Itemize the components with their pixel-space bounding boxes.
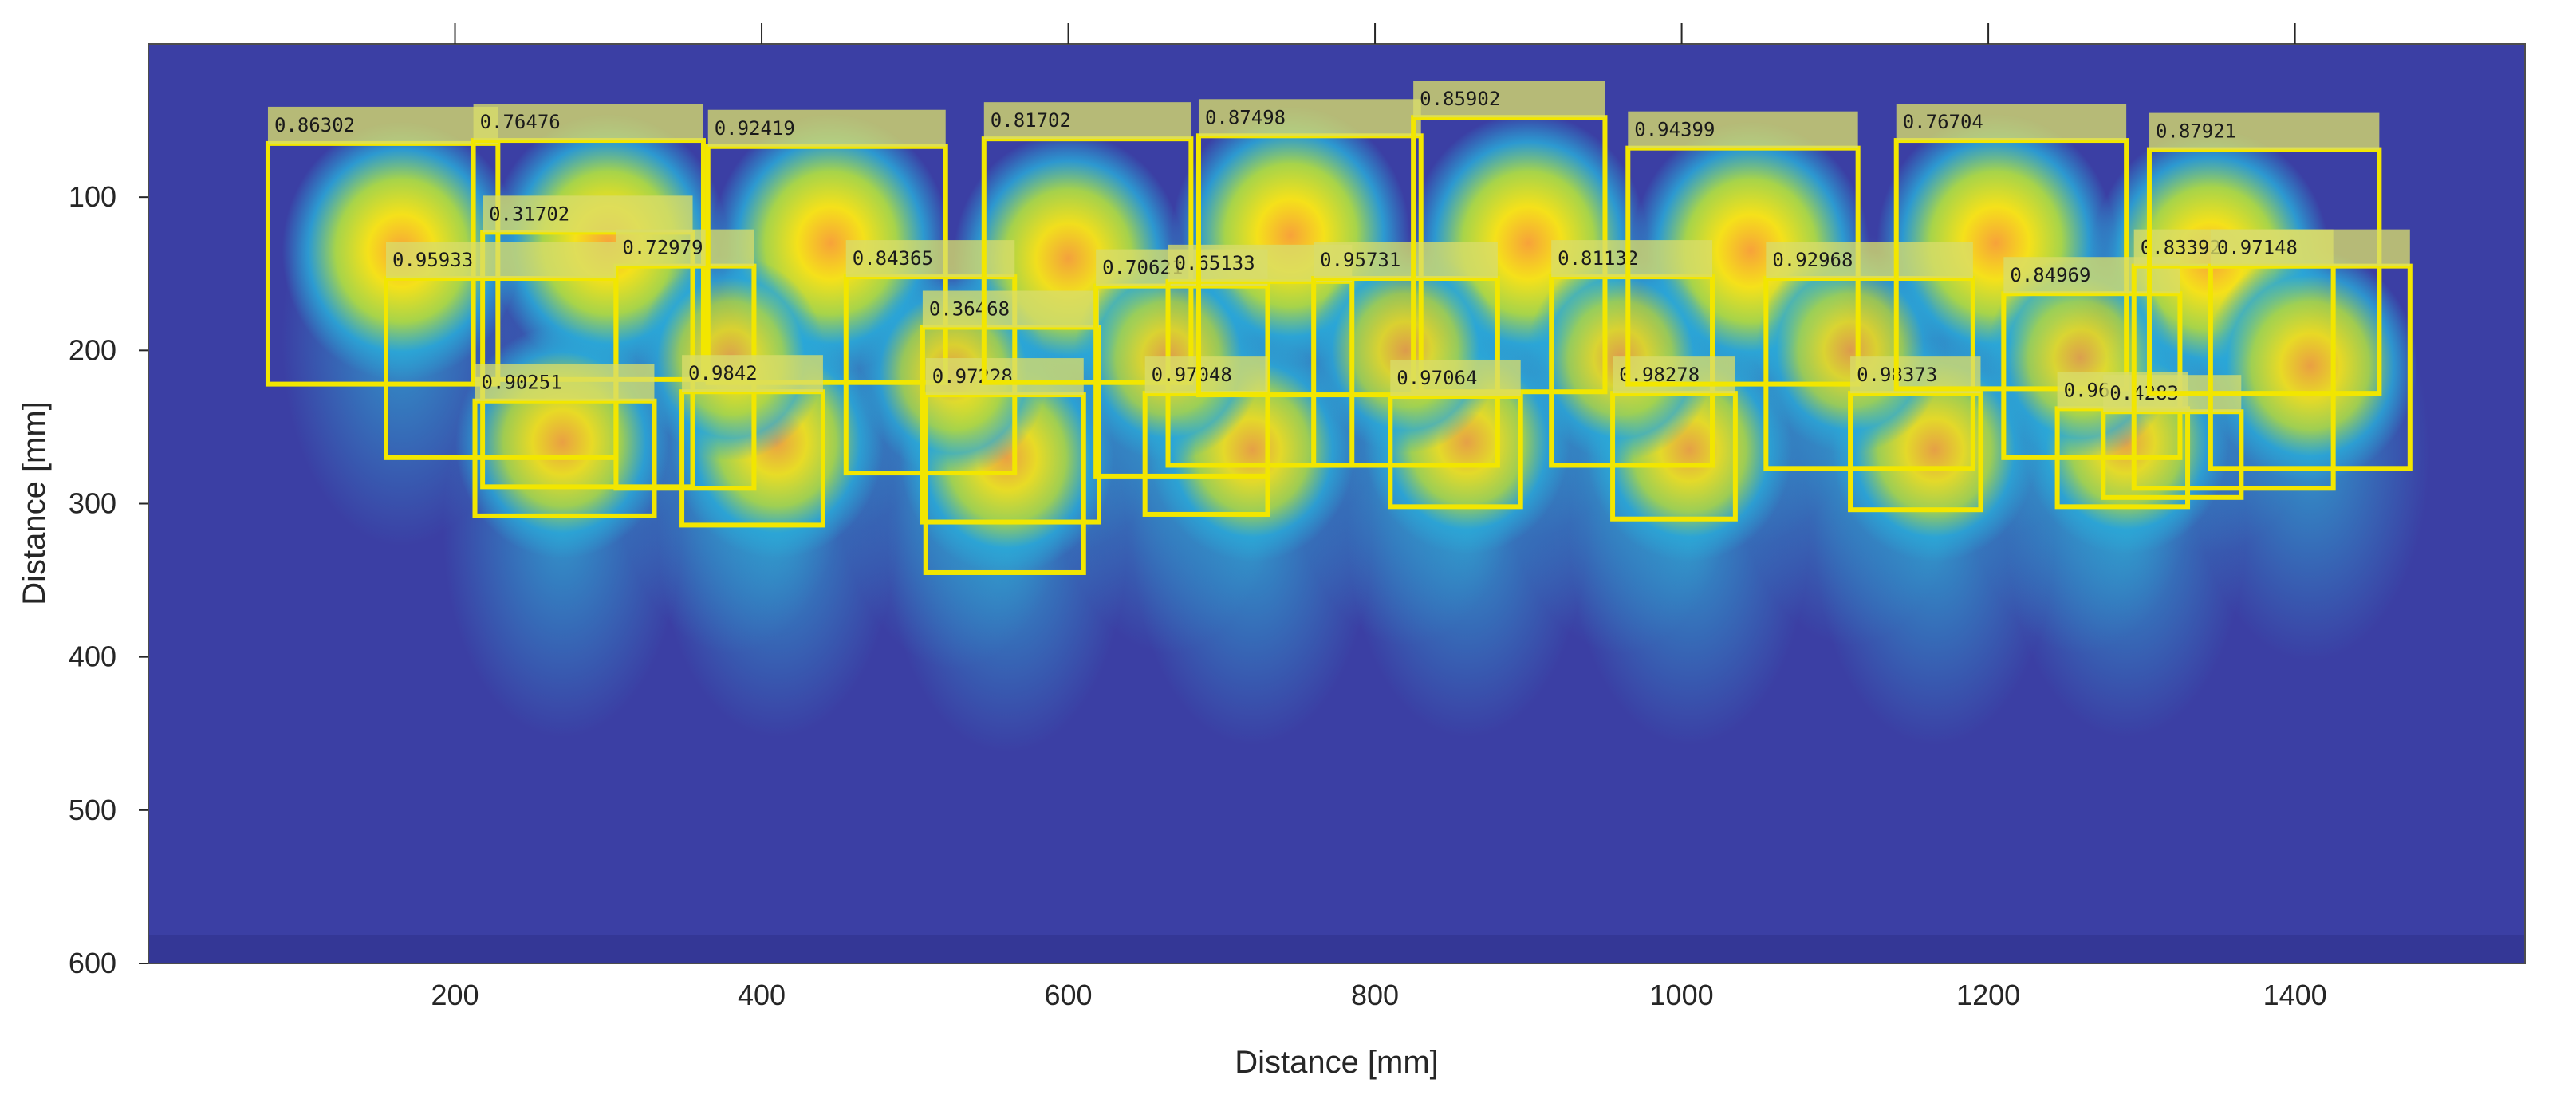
detection-label-bg — [1390, 359, 1521, 396]
detection-score-label: 0.86302 — [274, 114, 355, 136]
detection-label-bg — [682, 355, 823, 392]
detection-label-bg — [475, 364, 655, 401]
y-tick-label: 400 — [69, 640, 116, 673]
detection: 0.95933 — [384, 242, 619, 460]
y-tick-label: 500 — [69, 794, 116, 826]
detection: 0.36468 — [920, 290, 1101, 525]
detection-score-label: 0.85902 — [1420, 88, 1500, 110]
detection-label-bg — [267, 106, 498, 144]
detection-score-label: 0.72979 — [622, 237, 703, 259]
detection: 0.92968 — [1763, 242, 1975, 471]
x-tick-label: 200 — [431, 979, 479, 1011]
heatmap-hotspot — [1311, 247, 1500, 454]
detection-label-bg — [1198, 99, 1421, 136]
detection: 0.90251 — [472, 364, 657, 518]
detection-score-label: 0.36468 — [929, 298, 1010, 321]
x-tick-label: 600 — [1045, 979, 1093, 1011]
detection: 0.97148 — [2208, 229, 2413, 471]
detection-score-label: 0.97048 — [1152, 364, 1232, 386]
y-tick-label: 600 — [69, 947, 116, 979]
detection-label-bg — [386, 242, 616, 279]
x-tick-label: 800 — [1351, 979, 1399, 1011]
detection-label-bg — [1413, 81, 1605, 118]
detection-score-label: 0.81702 — [991, 109, 1071, 132]
detection-score-label: 0.84365 — [853, 247, 933, 270]
detection-label-bg — [2210, 229, 2410, 266]
detection-score-label: 0.96 — [2064, 379, 2110, 401]
detection-label-bg — [616, 229, 754, 266]
detection-score-label: 0.97148 — [2217, 237, 2298, 259]
y-tick-label: 100 — [69, 180, 116, 213]
detection-score-label: 0.76476 — [480, 111, 561, 133]
detection: 0.81702 — [981, 102, 1194, 385]
detection-label-bg — [922, 290, 1099, 328]
detection-score-label: 0.65133 — [1175, 252, 1255, 274]
detection-score-label: 0.87498 — [1205, 106, 1286, 128]
plot-area: 0.86302 0.76476 0.31702 0.72979 0.95933 0.902… — [148, 43, 2526, 964]
detection-score-label: 0.90251 — [482, 372, 562, 394]
detection-label-bg — [473, 104, 703, 141]
detection-layer: 0.86302 0.76476 0.31702 0.72979 0.95933 0.902… — [265, 81, 2413, 575]
detection-score-label: 0.97064 — [1396, 367, 1477, 389]
detection: 0.81132 — [1549, 240, 1715, 468]
y-axis-label: Distance [mm] — [17, 401, 52, 605]
x-tick-label: 1200 — [1956, 979, 2020, 1011]
detection: 0.97064 — [1388, 359, 1523, 510]
detection-label-bg — [1613, 356, 1735, 394]
detection-label-bg — [925, 358, 1084, 396]
detection: 0.97228 — [923, 358, 1086, 575]
detection-label-bg — [1144, 356, 1268, 394]
detection-score-label: 0.94399 — [1634, 119, 1715, 141]
detection-label-bg — [1766, 242, 1973, 279]
heatmap-bottom-band — [148, 935, 2525, 963]
detection: 0.76704 — [1893, 104, 2129, 392]
detection: 0.87921 — [2146, 112, 2382, 396]
detection-score-label: 0.95731 — [1320, 249, 1400, 271]
detection-label-bg — [845, 240, 1015, 278]
detection-label-bg — [1896, 104, 2127, 141]
heatmap-hotspot — [2203, 249, 2417, 483]
x-axis-label: Distance [mm] — [1235, 1045, 1439, 1080]
detection-score-label: 0.92968 — [1772, 249, 1853, 271]
detection-score-label: 0.95933 — [392, 249, 473, 271]
detection-label-bg — [983, 102, 1191, 140]
detection-score-label: 0.84969 — [2010, 264, 2090, 286]
x-tick-label: 400 — [738, 979, 786, 1011]
detection-score-label: 0.83392 — [2141, 237, 2221, 259]
x-tick-label: 1000 — [1650, 979, 1714, 1011]
detection: 0.9842 — [679, 355, 825, 528]
detection-label-bg — [483, 195, 693, 233]
detection-label-bg — [1628, 111, 1858, 148]
x-tick-label: 1400 — [2263, 979, 2327, 1011]
axis-ticks: 200 400 600 800 1000 1200 1400 100 200 300 400 500 6… — [69, 23, 2327, 1011]
detection: 0.86302 — [265, 106, 501, 387]
detection-score-label: 0.76704 — [1903, 111, 1983, 133]
y-tick-label: 200 — [69, 333, 116, 366]
detection-score-label: 0.92419 — [715, 117, 795, 140]
detection-score-label: 0.81132 — [1558, 247, 1638, 270]
detection-label-bg — [707, 109, 946, 147]
detection-label-bg — [1314, 242, 1498, 279]
detection: 0.95731 — [1311, 242, 1500, 468]
detection-score-label: 0.31702 — [489, 203, 569, 225]
detection: 0.84365 — [843, 240, 1018, 476]
detection-score-label: 0.87921 — [2156, 120, 2236, 143]
detection-score-label: 0.9842 — [688, 362, 758, 384]
y-tick-label: 300 — [69, 487, 116, 520]
detection-label-bg — [1551, 240, 1713, 278]
detection-label-bg — [2149, 112, 2380, 150]
